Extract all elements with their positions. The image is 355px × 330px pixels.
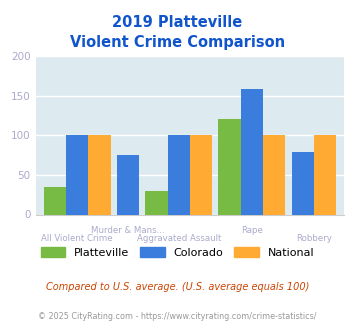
Legend: Platteville, Colorado, National: Platteville, Colorado, National	[36, 243, 319, 262]
Text: All Violent Crime: All Violent Crime	[41, 234, 113, 243]
Text: Robbery: Robbery	[296, 234, 332, 243]
Bar	[88, 135, 111, 214]
Bar	[314, 135, 336, 214]
Bar	[291, 152, 314, 214]
Bar	[190, 135, 212, 214]
Bar	[145, 191, 168, 214]
Text: © 2025 CityRating.com - https://www.cityrating.com/crime-statistics/: © 2025 CityRating.com - https://www.city…	[38, 312, 317, 321]
Text: Violent Crime Comparison: Violent Crime Comparison	[70, 35, 285, 50]
Bar	[263, 135, 285, 214]
Text: Rape: Rape	[241, 226, 263, 235]
Bar	[44, 187, 66, 214]
Bar	[66, 135, 88, 214]
Text: 2019 Platteville: 2019 Platteville	[113, 15, 242, 30]
Text: Murder & Mans...: Murder & Mans...	[91, 226, 165, 235]
Text: Aggravated Assault: Aggravated Assault	[137, 234, 221, 243]
Bar	[218, 119, 241, 214]
Bar	[168, 135, 190, 214]
Text: Compared to U.S. average. (U.S. average equals 100): Compared to U.S. average. (U.S. average …	[46, 282, 309, 292]
Bar	[241, 89, 263, 214]
Bar	[117, 155, 139, 214]
